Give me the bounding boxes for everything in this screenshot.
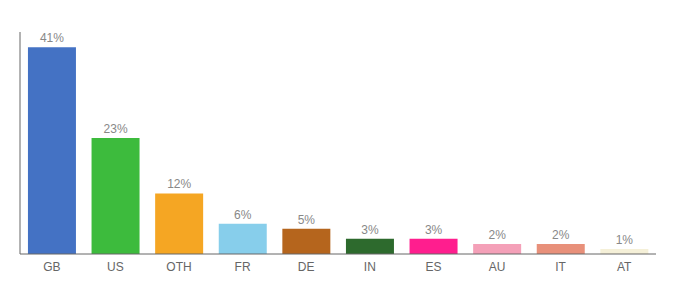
svg-text:FR: FR — [235, 260, 251, 274]
svg-text:2%: 2% — [488, 228, 506, 242]
svg-text:IT: IT — [555, 260, 566, 274]
svg-text:US: US — [107, 260, 124, 274]
svg-text:12%: 12% — [167, 177, 191, 191]
svg-text:DE: DE — [298, 260, 315, 274]
svg-text:23%: 23% — [104, 122, 128, 136]
svg-text:ES: ES — [425, 260, 441, 274]
svg-text:41%: 41% — [40, 31, 64, 45]
svg-text:AT: AT — [617, 260, 632, 274]
svg-text:2%: 2% — [552, 228, 570, 242]
svg-text:IN: IN — [364, 260, 376, 274]
svg-text:3%: 3% — [361, 223, 379, 237]
svg-text:AU: AU — [489, 260, 506, 274]
svg-text:GB: GB — [43, 260, 60, 274]
svg-text:3%: 3% — [425, 223, 443, 237]
svg-text:5%: 5% — [298, 213, 316, 227]
svg-text:1%: 1% — [616, 233, 634, 247]
svg-text:6%: 6% — [234, 208, 252, 222]
svg-text:OTH: OTH — [166, 260, 191, 274]
